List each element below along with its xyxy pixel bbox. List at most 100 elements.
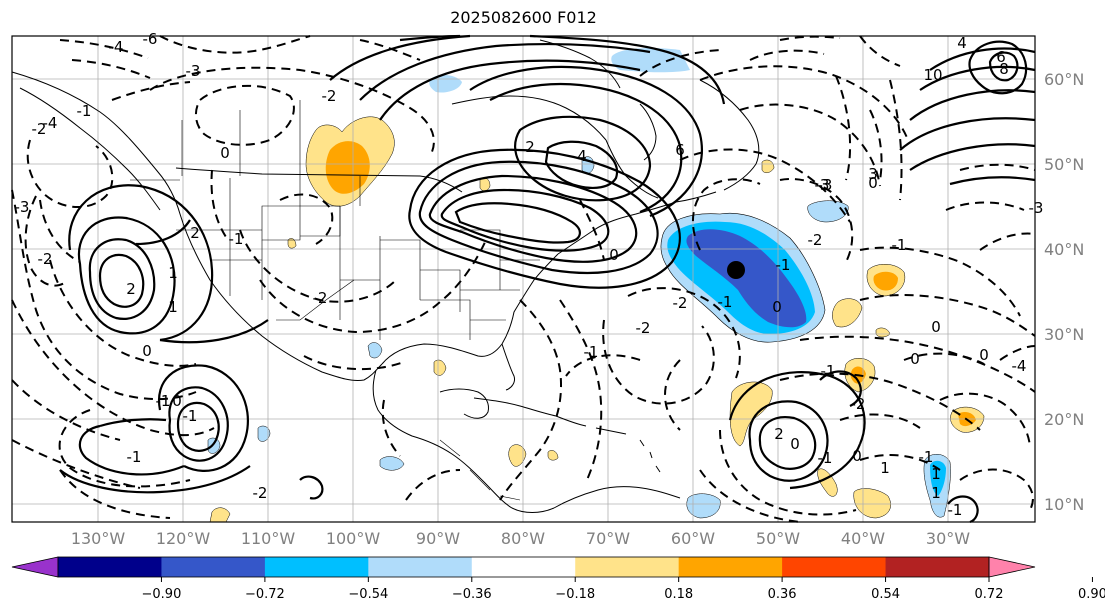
colorbar-segment — [368, 557, 473, 577]
contour-label: -1 — [821, 362, 836, 380]
latitude-axis: 60°N 50°N 40°N 30°N 20°N 10°N — [1044, 70, 1084, 514]
colorbar-segment — [678, 557, 783, 577]
contour-label: -3 — [815, 176, 830, 194]
contour-label: 0 — [910, 350, 920, 368]
lon-label-100w: 100°W — [326, 529, 381, 548]
contour-label: -1 — [818, 449, 833, 467]
contour-label: 0 — [609, 246, 619, 264]
contour-label: -3 — [1029, 199, 1044, 217]
colorbar-segment — [264, 557, 369, 577]
lon-label-120w: 120°W — [156, 529, 211, 548]
colorbar-frame — [57, 556, 990, 578]
colorbar-tick-label: 0.36 — [768, 587, 797, 602]
longitude-axis: 130°W 120°W 110°W 100°W 90°W 80°W 70°W 6… — [71, 529, 970, 548]
dashed-contours — [11, 35, 1036, 523]
contour-label: 10 — [923, 66, 942, 84]
contour-label: -2 — [673, 294, 688, 312]
contour-label: -1 — [776, 256, 791, 274]
contour-label: -1 — [127, 448, 142, 466]
map-frame — [11, 35, 1036, 523]
contour-label: 0 — [868, 174, 878, 192]
cold-anomaly-east-core — [930, 460, 946, 496]
contour-label: -3 — [186, 62, 201, 80]
lon-label-130w: 130°W — [71, 529, 126, 548]
contour-label: 2 — [525, 138, 535, 156]
lat-label-10n: 10°N — [1044, 495, 1084, 514]
contour-label: -2 — [851, 395, 866, 413]
contour-label: -2 — [313, 289, 328, 307]
contour-label: -2 — [636, 319, 651, 337]
contour-label: -1 — [919, 448, 934, 466]
contour-label: 3 — [868, 165, 878, 183]
warm-anomaly-mid-atl — [832, 298, 863, 328]
contour-label: -1 — [156, 392, 171, 410]
colorbar-tick-label: 0.90 — [1078, 587, 1105, 602]
contour-label: -3 — [15, 198, 30, 216]
contour-label: -2 — [808, 231, 823, 249]
colorbar-tick-label: −0.36 — [452, 587, 492, 602]
contour-label: 2 — [774, 425, 784, 443]
colorbar-over-arrow — [988, 556, 1036, 578]
coastlines — [11, 39, 760, 513]
colorbar-segment — [471, 557, 576, 577]
contour-label: -2 — [32, 120, 47, 138]
contour-label: 1 — [931, 465, 941, 483]
contour-label: 0 — [852, 447, 862, 465]
cold-anomaly-north-atl — [611, 48, 690, 73]
lat-label-60n: 60°N — [1044, 70, 1084, 89]
contour-label: 0 — [220, 144, 230, 162]
lat-label-40n: 40°N — [1044, 240, 1084, 259]
colorbar-segment — [575, 557, 680, 577]
colorbar-tick-label: 0.72 — [975, 587, 1004, 602]
contour-label: -2 — [322, 87, 337, 105]
lon-label-40w: 40°W — [841, 529, 885, 548]
colorbar-segment — [885, 557, 990, 577]
contour-label: 4 — [577, 147, 587, 165]
shading-layer — [207, 48, 985, 523]
colorbar-ticks: −0.90 −0.72 −0.54 −0.36 −0.18 0.18 0.36 0.54 0.7… — [142, 577, 1105, 602]
map-title: 2025082600 F012 — [450, 8, 597, 27]
contour-label: 8 — [999, 60, 1009, 78]
colorbar-segment — [782, 557, 887, 577]
contour-label: 0 — [142, 342, 152, 360]
contour-label: -1 — [77, 102, 92, 120]
cold-anomaly-pacific — [207, 425, 271, 454]
contour-label: 0 — [931, 318, 941, 336]
contour-label: -1 — [584, 343, 599, 361]
contour-label: -1 — [229, 230, 244, 248]
lon-label-110w: 110°W — [241, 529, 296, 548]
lat-label-50n: 50°N — [1044, 155, 1084, 174]
contour-label: -1 — [183, 407, 198, 425]
lon-label-60w: 60°W — [671, 529, 715, 548]
colorbar-tick-label: 0.18 — [664, 587, 693, 602]
cold-anomaly-gulf — [367, 342, 383, 359]
lon-label-50w: 50°W — [756, 529, 800, 548]
contour-label: 0 — [979, 346, 989, 364]
colorbar-tick-label: 0.54 — [871, 587, 900, 602]
colorbar-tick-label: −0.54 — [348, 587, 388, 602]
contour-label: -2 — [38, 250, 53, 268]
contour-label: -4 — [43, 114, 58, 132]
warm-anomaly-plains-core — [325, 141, 370, 194]
contour-label: 0 — [790, 435, 800, 453]
contour-label: 1 — [168, 264, 178, 282]
contour-label: 6 — [996, 48, 1006, 66]
storm-center-marker — [727, 261, 745, 279]
colorbar-segment — [58, 557, 162, 577]
colorbar-tick-label: −0.90 — [142, 587, 182, 602]
contour-label: -4 — [1012, 357, 1027, 375]
political-borders — [130, 100, 540, 501]
cold-anomaly-north — [807, 200, 849, 223]
colorbar-tick-label: −0.18 — [555, 587, 595, 602]
colorbar-segments — [58, 557, 990, 577]
contour-label: 1 — [168, 298, 178, 316]
contour-label: 0 — [772, 298, 782, 316]
lat-label-20n: 20°N — [1044, 410, 1084, 429]
contour-label: -1 — [892, 236, 907, 254]
solid-contours — [59, 34, 1036, 524]
lon-label-30w: 30°W — [926, 529, 970, 548]
lon-label-70w: 70°W — [586, 529, 630, 548]
